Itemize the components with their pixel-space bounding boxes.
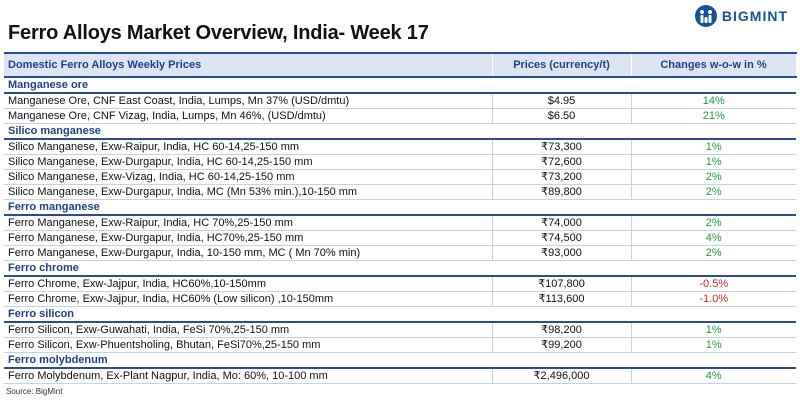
product-name-cell: Silico Manganese, Exw-Raipur, India, HC … [4,139,492,155]
change-cell: -0.5% [630,276,796,292]
table-row: Ferro Chrome, Exw-Jajpur, India, HC60% (… [4,291,796,307]
section-row: Silico manganese [4,123,796,140]
section-row: Manganese ore [4,77,796,94]
page-title: Ferro Alloys Market Overview, India- Wee… [8,22,429,44]
table-row: Ferro Silicon, Exw-Guwahati, India, FeSi… [4,322,796,338]
section-title: Ferro silicon [4,306,796,323]
section-title: Silico manganese [4,123,796,140]
price-cell: $4.95 [491,93,631,109]
price-cell: ₹99,200 [491,337,631,353]
price-cell: ₹113,600 [491,291,631,307]
price-cell: ₹2,496,000 [491,368,631,384]
table-row: Ferro Manganese, Exw-Durgapur, India, HC… [4,230,796,246]
section-row: Ferro manganese [4,199,796,216]
change-cell: 1% [630,139,796,155]
section-row: Ferro silicon [4,306,796,323]
change-cell: -1.0% [630,291,796,307]
product-name-cell: Ferro Manganese, Exw-Durgapur, India, HC… [4,230,492,246]
price-cell: ₹73,300 [491,139,631,155]
product-name-cell: Silico Manganese, Exw-Vizag, India, HC 6… [4,169,492,185]
price-cell: ₹74,000 [491,215,631,231]
change-cell: 14% [630,93,796,109]
table-row: Ferro Silicon, Exw-Phuentsholing, Bhutan… [4,337,796,353]
section-title: Manganese ore [4,77,796,94]
section-row: Ferro molybdenum [4,352,796,369]
change-cell: 21% [630,108,796,124]
change-cell: 2% [630,184,796,200]
table-row: Manganese Ore, CNF East Coast, India, Lu… [4,93,796,109]
table-row: Silico Manganese, Exw-Raipur, India, HC … [4,139,796,155]
column-header-product: Domestic Ferro Alloys Weekly Prices [4,52,493,78]
change-cell: 2% [630,215,796,231]
product-name-cell: Ferro Chrome, Exw-Jajpur, India, HC60% (… [4,291,492,307]
table-row: Silico Manganese, Exw-Durgapur, India, M… [4,184,796,200]
brand-name: BIGMINT [721,8,788,24]
price-cell: ₹74,500 [491,230,631,246]
bigmint-logo-icon [694,5,717,27]
column-header-price: Prices (currency/t) [492,52,632,78]
change-cell: 1% [630,322,796,338]
table-row: Silico Manganese, Exw-Vizag, India, HC 6… [4,169,796,185]
section-title: Ferro molybdenum [4,352,796,369]
product-name-cell: Manganese Ore, CNF Vizag, India, Lumps, … [4,108,492,124]
brand-logo: BIGMINT [694,4,788,28]
change-cell: 4% [630,230,796,246]
table-header-row: Domestic Ferro Alloys Weekly Prices Pric… [4,52,797,78]
column-header-change: Changes w-o-w in % [631,52,797,78]
product-name-cell: Ferro Manganese, Exw-Raipur, India, HC 7… [4,215,492,231]
price-cell: $6.50 [491,108,631,124]
price-cell: ₹107,800 [491,276,631,292]
product-name-cell: Ferro Silicon, Exw-Guwahati, India, FeSi… [4,322,492,338]
table-body: Manganese ore Manganese Ore, CNF East Coa… [4,77,796,384]
product-name-cell: Manganese Ore, CNF East Coast, India, Lu… [4,93,492,109]
source-note: Source: BigMint [6,387,63,396]
product-name-cell: Ferro Chrome, Exw-Jajpur, India, HC60%,1… [4,276,492,292]
table-row: Ferro Chrome, Exw-Jajpur, India, HC60%,1… [4,276,796,292]
change-cell: 2% [630,169,796,185]
price-cell: ₹93,000 [491,245,631,261]
product-name-cell: Ferro Manganese, Exw-Durgapur, India, 10… [4,245,492,261]
price-cell: ₹98,200 [491,322,631,338]
table-row: Ferro Manganese, Exw-Raipur, India, HC 7… [4,215,796,231]
section-row: Ferro chrome [4,260,796,277]
section-title: Ferro chrome [4,260,796,277]
price-cell: ₹73,200 [491,169,631,185]
table-row: Manganese Ore, CNF Vizag, India, Lumps, … [4,108,796,124]
change-cell: 1% [630,154,796,170]
product-name-cell: Ferro Silicon, Exw-Phuentsholing, Bhutan… [4,337,492,353]
product-name-cell: Ferro Molybdenum, Ex-Plant Nagpur, India… [4,368,492,384]
table-row: Silico Manganese, Exw-Durgapur, India, H… [4,154,796,170]
section-title: Ferro manganese [4,199,796,216]
page-header: Ferro Alloys Market Overview, India- Wee… [0,0,800,52]
table-row: Ferro Molybdenum, Ex-Plant Nagpur, India… [4,368,796,384]
price-cell: ₹89,800 [491,184,631,200]
price-cell: ₹72,600 [491,154,631,170]
change-cell: 4% [630,368,796,384]
change-cell: 2% [630,245,796,261]
product-name-cell: Silico Manganese, Exw-Durgapur, India, H… [4,154,492,170]
product-name-cell: Silico Manganese, Exw-Durgapur, India, M… [4,184,492,200]
change-cell: 1% [630,337,796,353]
prices-table: Domestic Ferro Alloys Weekly Prices Pric… [4,52,797,384]
table-row: Ferro Manganese, Exw-Durgapur, India, 10… [4,245,796,261]
